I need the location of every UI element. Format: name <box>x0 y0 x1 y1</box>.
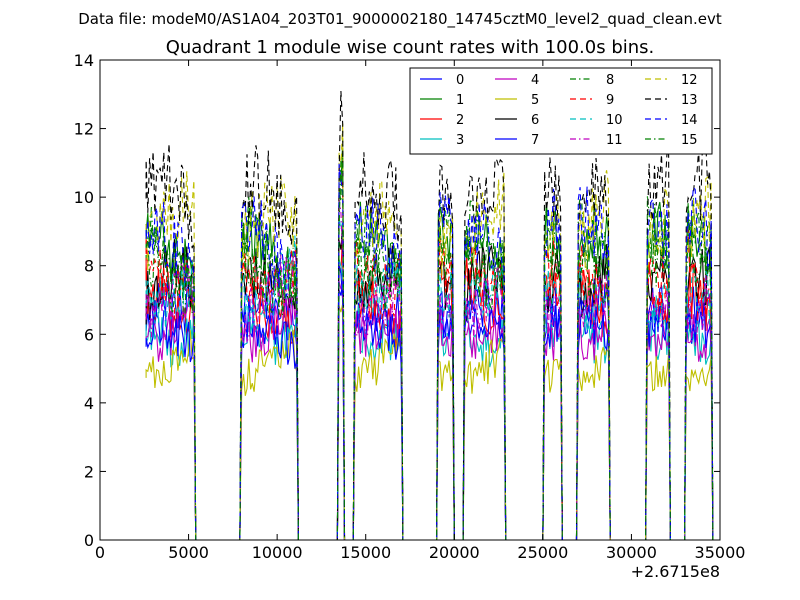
x-tick-label: 25000 <box>517 543 568 562</box>
x-tick-label: 20000 <box>429 543 480 562</box>
series-line-11 <box>145 199 714 540</box>
axes-frame <box>99 59 721 541</box>
legend-label-6: 6 <box>531 113 539 128</box>
x-tick-label: 35000 <box>695 543 746 562</box>
y-tick-label: 14 <box>74 51 94 70</box>
x-tick-label: 30000 <box>606 543 657 562</box>
series-line-4 <box>145 281 714 540</box>
series-line-5 <box>145 303 714 540</box>
legend-label-7: 7 <box>531 133 539 148</box>
y-tick-label: 2 <box>84 462 94 481</box>
series-line-7 <box>145 265 714 540</box>
legend-box <box>409 67 713 155</box>
legend-label-3: 3 <box>456 133 464 148</box>
axis-ticks: 0 5000 10000 15000 20000 25000 30000 35000 0 2 4 6 8… <box>74 51 746 562</box>
x-axis-offset-label: +2.6715e8 <box>631 562 720 581</box>
plot-area <box>145 90 714 540</box>
y-tick-label: 4 <box>84 394 94 413</box>
series-line-1 <box>145 147 714 540</box>
x-tick-label: 15000 <box>340 543 391 562</box>
y-tick-label: 8 <box>84 257 94 276</box>
series-line-2 <box>145 229 714 540</box>
legend-label-8: 8 <box>606 73 614 88</box>
y-tick-label: 6 <box>84 325 94 344</box>
legend-label-12: 12 <box>681 73 698 88</box>
x-tick-label: 10000 <box>252 543 303 562</box>
series-line-15 <box>145 158 714 540</box>
legend-label-11: 11 <box>606 133 623 148</box>
y-tick-label: 0 <box>84 531 94 550</box>
y-tick-label: 10 <box>74 188 94 207</box>
series-line-6 <box>145 223 714 540</box>
figure-suptitle: Data file: modeM0/AS1A04_203T01_90000021… <box>78 10 722 29</box>
legend-label-1: 1 <box>456 93 464 108</box>
x-tick-label: 5000 <box>168 543 209 562</box>
series-line-0 <box>145 274 714 540</box>
series-line-10 <box>145 217 714 540</box>
chart-title: Quadrant 1 module wise count rates with … <box>166 37 655 58</box>
series-line-8 <box>145 138 714 540</box>
legend-label-2: 2 <box>456 113 464 128</box>
series-line-14 <box>145 163 714 540</box>
series-line-3 <box>145 259 714 540</box>
legend-label-4: 4 <box>531 73 539 88</box>
y-tick-label: 12 <box>74 120 94 139</box>
legend-label-13: 13 <box>681 93 698 108</box>
x-tick-label: 0 <box>95 543 105 562</box>
series-line-12 <box>145 123 714 540</box>
legend-label-14: 14 <box>681 113 698 128</box>
legend-label-0: 0 <box>456 73 464 88</box>
series-line-13 <box>145 90 714 540</box>
legend-label-15: 15 <box>681 133 698 148</box>
legend-label-5: 5 <box>531 93 539 108</box>
legend-label-10: 10 <box>606 113 623 128</box>
series-line-9 <box>145 166 714 540</box>
legend-label-9: 9 <box>606 93 614 108</box>
